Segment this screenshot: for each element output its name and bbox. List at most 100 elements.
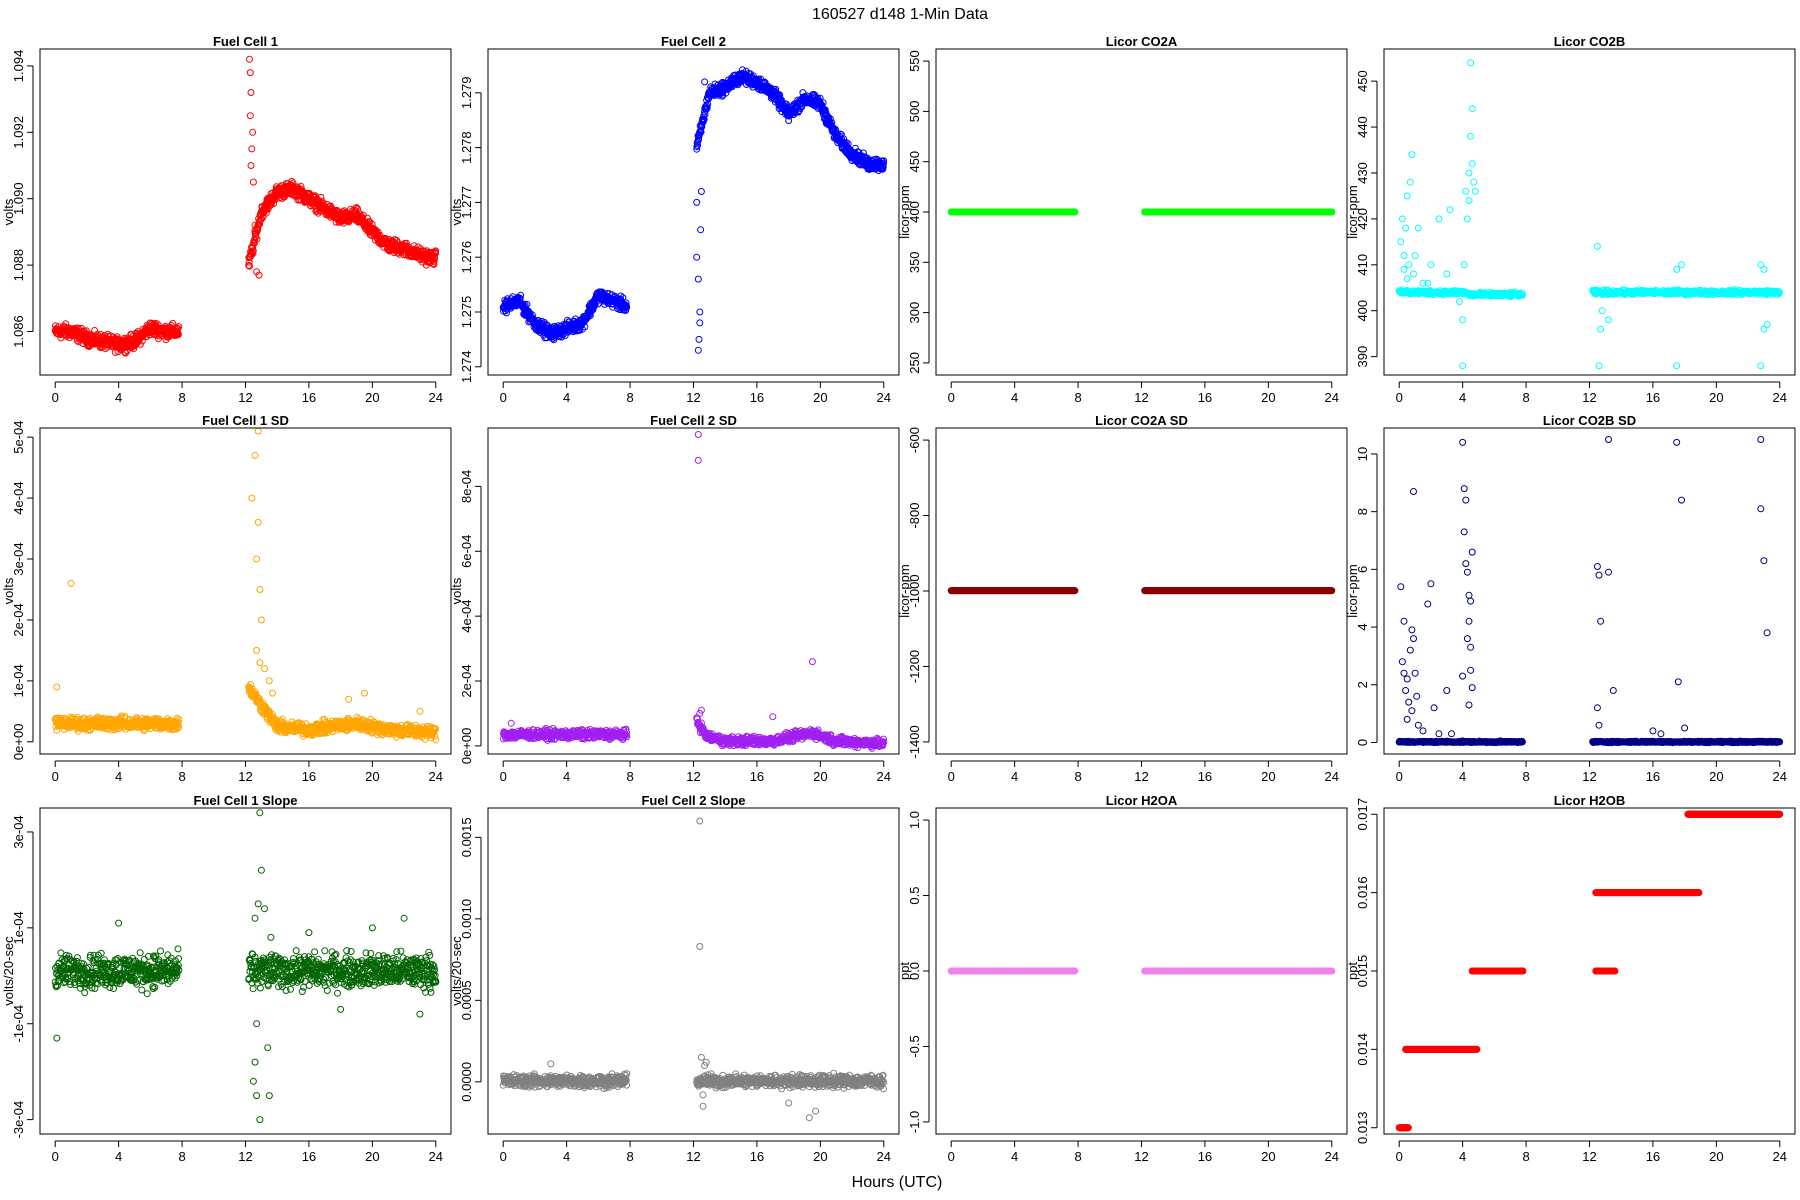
data-point bbox=[1427, 261, 1435, 269]
panel-title: Licor CO2A bbox=[1106, 34, 1178, 49]
data-point bbox=[1402, 224, 1410, 232]
x-tick-label: 4 bbox=[1011, 390, 1018, 405]
data-point bbox=[249, 249, 257, 257]
data-point bbox=[258, 215, 266, 223]
data-point bbox=[1763, 321, 1771, 328]
y-tick-label: 1.274 bbox=[459, 351, 474, 384]
x-axis: 0 4 8 12 16 20 24 bbox=[500, 381, 891, 405]
data-point bbox=[1408, 151, 1416, 159]
data-point bbox=[1673, 265, 1681, 273]
data-point bbox=[1406, 178, 1414, 186]
data-point bbox=[317, 193, 325, 201]
data-point bbox=[696, 308, 704, 316]
data-point bbox=[693, 253, 701, 261]
y-tick-label: 390 bbox=[1355, 346, 1370, 368]
data-point bbox=[1398, 215, 1406, 223]
x-tick-label: 20 bbox=[1709, 390, 1723, 405]
y-tick-label: 1.279 bbox=[459, 77, 474, 110]
data-point bbox=[1405, 261, 1413, 269]
y-axis-label: volts bbox=[1, 577, 16, 604]
data-point bbox=[266, 202, 274, 210]
data-point bbox=[1435, 215, 1443, 223]
data-point bbox=[693, 198, 701, 206]
data-point bbox=[1410, 270, 1417, 278]
data-point bbox=[136, 340, 144, 348]
data-point bbox=[1757, 362, 1765, 370]
data-point bbox=[1411, 252, 1419, 260]
data-point bbox=[1468, 160, 1476, 168]
x-tick-label: 16 bbox=[1198, 390, 1212, 405]
data-point bbox=[1593, 242, 1601, 250]
data-point bbox=[1465, 197, 1473, 204]
data-point bbox=[697, 226, 705, 234]
data-point bbox=[1459, 316, 1467, 324]
data-point bbox=[1459, 362, 1467, 370]
y-tick-label: 420 bbox=[1355, 208, 1370, 230]
panel-title: Fuel Cell 1 bbox=[213, 34, 278, 49]
data-point bbox=[174, 331, 182, 338]
x-tick-label: 20 bbox=[813, 390, 827, 405]
y-tick-label: 440 bbox=[1355, 116, 1370, 138]
x-tick-label: 4 bbox=[563, 390, 570, 405]
data-point bbox=[249, 128, 257, 136]
data-point bbox=[1465, 169, 1473, 177]
data-point bbox=[1403, 275, 1411, 283]
data-point bbox=[1595, 362, 1603, 370]
data-point bbox=[1471, 187, 1479, 195]
y-tick-label: 350 bbox=[907, 251, 922, 273]
y-tick-label: 250 bbox=[907, 352, 922, 374]
data-point bbox=[138, 337, 146, 345]
x-tick-label: 0 bbox=[1396, 390, 1403, 405]
panel-title: Fuel Cell 2 bbox=[661, 34, 726, 49]
y-tick-label: 430 bbox=[1355, 162, 1370, 184]
x-tick-label: 12 bbox=[1582, 390, 1596, 405]
x-axis: 0 4 8 12 16 20 24 bbox=[948, 381, 1339, 405]
x-tick-label: 20 bbox=[1261, 390, 1275, 405]
x-tick-label: 12 bbox=[686, 390, 700, 405]
data-series bbox=[947, 208, 1336, 216]
x-tick-label: 20 bbox=[365, 390, 379, 405]
data-point bbox=[1470, 178, 1478, 186]
data-point bbox=[1598, 307, 1606, 315]
x-tick-label: 12 bbox=[1134, 390, 1148, 405]
data-point bbox=[1673, 362, 1681, 370]
data-point bbox=[175, 323, 183, 331]
data-point bbox=[1597, 325, 1605, 333]
y-axis-label: volts bbox=[1, 198, 16, 225]
data-point bbox=[1400, 252, 1408, 260]
data-point bbox=[249, 178, 257, 186]
data-point bbox=[694, 346, 702, 354]
y-tick-label: 1.086 bbox=[11, 315, 26, 348]
data-point bbox=[694, 275, 702, 283]
y-tick-label: 1.094 bbox=[11, 50, 26, 83]
x-tick-label: 16 bbox=[750, 390, 764, 405]
data-point bbox=[696, 319, 704, 327]
data-point bbox=[247, 162, 255, 169]
panel-title: Licor CO2B bbox=[1554, 34, 1626, 49]
data-point bbox=[1446, 206, 1454, 214]
panel-title: Fuel Cell 1 SD bbox=[202, 413, 289, 428]
x-tick-label: 0 bbox=[948, 390, 955, 405]
data-point bbox=[248, 145, 256, 153]
x-axis: 0 4 8 12 16 20 24 bbox=[1396, 381, 1787, 405]
data-point bbox=[1403, 192, 1411, 200]
data-point bbox=[246, 262, 253, 270]
x-tick-label: 8 bbox=[626, 390, 633, 405]
data-point bbox=[246, 69, 254, 77]
plot-frame bbox=[1383, 48, 1796, 376]
x-tick-label: 8 bbox=[178, 390, 185, 405]
data-point bbox=[353, 204, 360, 212]
y-tick-label: 400 bbox=[1355, 300, 1370, 322]
data-point bbox=[247, 251, 255, 259]
data-point bbox=[245, 261, 253, 269]
data-point bbox=[364, 214, 371, 222]
data-point bbox=[247, 89, 255, 96]
